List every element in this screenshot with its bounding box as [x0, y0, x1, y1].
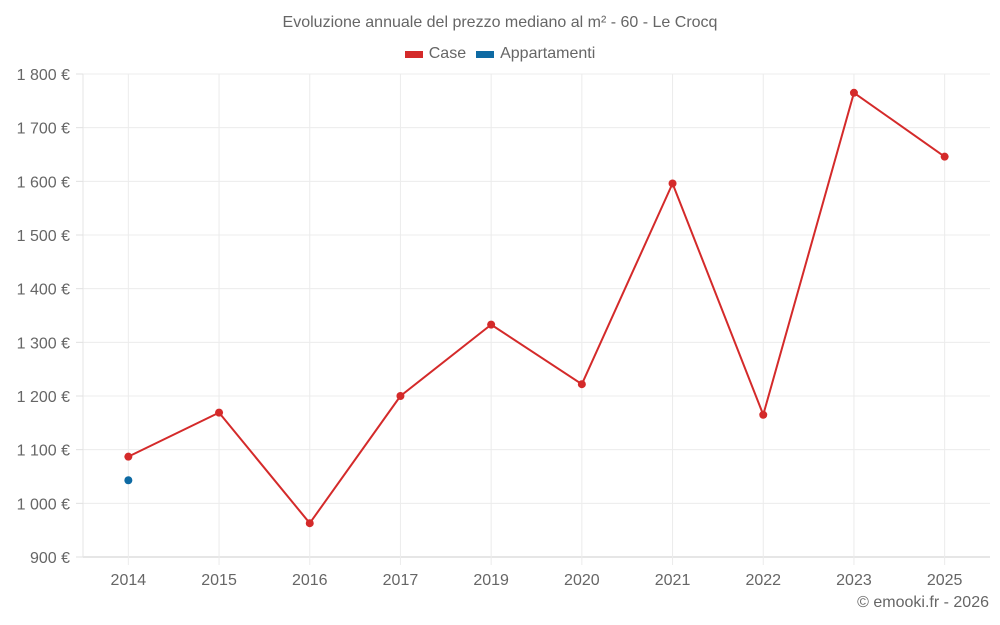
- data-point-appartamenti[interactable]: [124, 476, 133, 485]
- data-point-case[interactable]: [124, 452, 133, 461]
- y-axis: 900 € 1 000 € 1 100 € 1 200 € 1 300 € 1 400 €…: [17, 67, 83, 567]
- grid-lines: [82, 73, 990, 565]
- legend: Case Appartamenti: [0, 45, 1000, 63]
- data-point-case[interactable]: [396, 392, 405, 400]
- legend-label-case: Case: [428, 45, 467, 62]
- x-tick-label: 2014: [111, 572, 147, 589]
- legend-swatch-case-icon: [404, 50, 423, 58]
- data-point-case[interactable]: [305, 519, 314, 528]
- y-tick-label: 1 800 €: [17, 67, 70, 84]
- y-tick-label: 1 000 €: [17, 496, 70, 513]
- x-tick-label: 2021: [655, 572, 691, 589]
- y-tick-label: 1 100 €: [17, 443, 70, 460]
- data-point-case[interactable]: [577, 380, 586, 389]
- x-tick-label: 2022: [745, 572, 781, 589]
- credit-text: © emooki.fr - 2026: [857, 594, 989, 611]
- series-line-case: [127, 91, 946, 525]
- y-tick-label: 1 700 €: [17, 121, 70, 138]
- y-tick-label: 1 500 €: [17, 228, 70, 245]
- series-layer: [124, 88, 949, 528]
- y-tick-label: 1 200 €: [17, 389, 70, 406]
- y-tick-label: 1 300 €: [17, 335, 70, 352]
- x-tick-label: 2020: [564, 572, 600, 589]
- x-axis: 2014 2015 2016 2017 2019 2020 2021 2022 2023 2025: [111, 572, 963, 589]
- legend-item-case[interactable]: Case: [404, 45, 467, 63]
- data-point-case[interactable]: [759, 410, 768, 419]
- data-point-case[interactable]: [215, 408, 224, 417]
- chart-title: Evoluzione annuale del prezzo mediano al…: [282, 14, 718, 31]
- x-tick-label: 2016: [292, 572, 328, 589]
- data-point-case[interactable]: [668, 179, 677, 188]
- legend-label-appartamenti: Appartamenti: [500, 45, 596, 62]
- x-tick-label: 2023: [836, 572, 872, 589]
- y-tick-label: 1 600 €: [17, 174, 70, 191]
- x-tick-label: 2025: [927, 572, 963, 589]
- data-point-case[interactable]: [940, 152, 949, 161]
- data-point-case[interactable]: [487, 320, 496, 329]
- legend-item-appartamenti[interactable]: Appartamenti: [476, 45, 595, 63]
- y-tick-label: 900 €: [30, 550, 70, 567]
- x-tick-label: 2019: [473, 572, 509, 589]
- legend-swatch-appartamenti-icon: [476, 50, 495, 58]
- data-point-case[interactable]: [849, 88, 858, 97]
- x-tick-label: 2017: [383, 572, 419, 589]
- x-tick-label: 2015: [201, 572, 237, 589]
- y-tick-label: 1 400 €: [17, 282, 70, 299]
